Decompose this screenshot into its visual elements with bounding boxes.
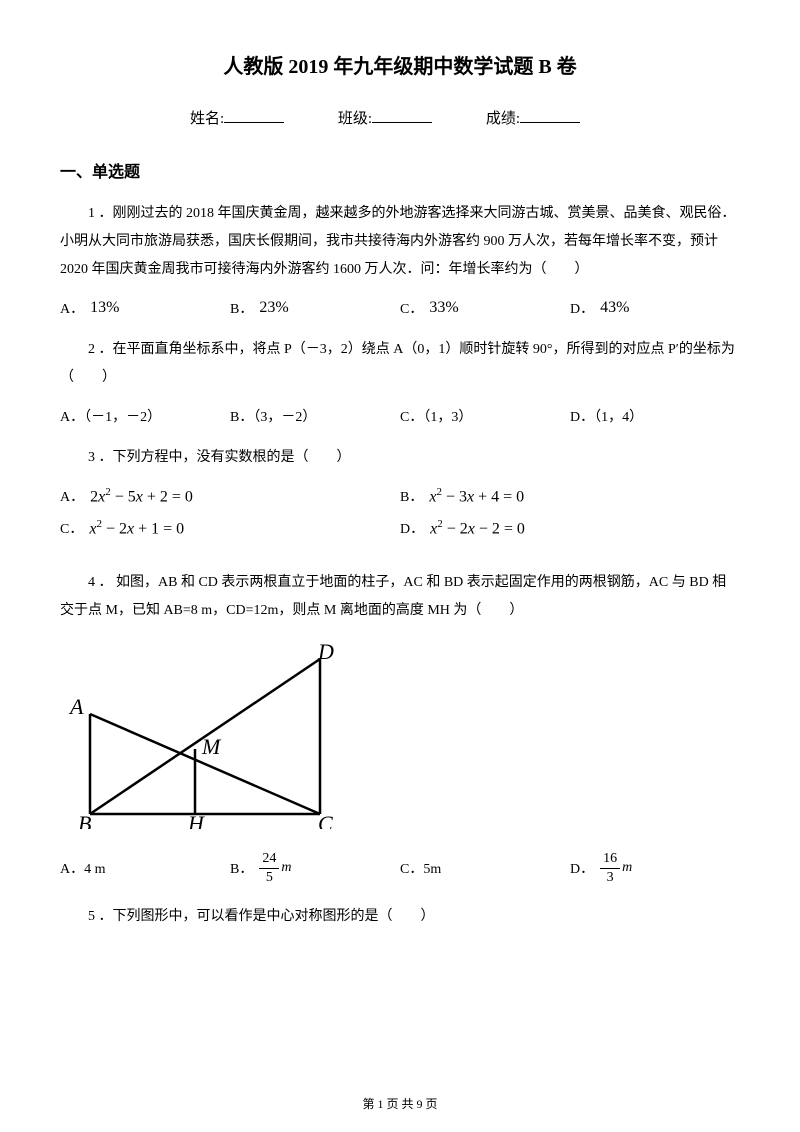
opt-prefix: D． — [570, 858, 594, 878]
opt-value: 33% — [429, 299, 458, 317]
q4-option-d: D． 163m — [570, 852, 740, 885]
unit-m: m — [281, 860, 291, 876]
q4-option-a: A．4 m — [60, 852, 230, 885]
q3-option-b: B． x2 − 3x + 4 = 0 — [400, 486, 740, 506]
opt-prefix: B． — [230, 858, 253, 878]
figure-label-h: H — [187, 811, 205, 829]
q1-option-c: C． 33% — [400, 298, 570, 318]
class-blank[interactable] — [372, 122, 432, 123]
q3-option-a: A． 2x2 − 5x + 2 = 0 — [60, 486, 400, 506]
section-1-title: 一、单选题 — [60, 158, 740, 182]
question-3-options: A． 2x2 − 5x + 2 = 0 B． x2 − 3x + 4 = 0 C． x… — [60, 486, 740, 551]
q1-option-a: A． 13% — [60, 298, 230, 318]
figure-label-c: C — [318, 811, 333, 829]
q4-option-b: B． 245m — [230, 852, 400, 885]
q3-option-d: D． x2 − 2x − 2 = 0 — [400, 518, 740, 538]
unit-m: m — [622, 860, 632, 876]
opt-prefix: A． — [60, 298, 84, 318]
opt-value: 13% — [90, 299, 119, 317]
opt-prefix: B． — [400, 486, 423, 506]
equation: x2 − 2x + 1 = 0 — [89, 518, 184, 538]
question-1-text: 1 ．刚刚过去的 2018 年国庆黄金周，越来越多的外地游客选择来大同游古城、赏… — [60, 200, 740, 284]
question-2-options: A．（－1，－2） B．（3，－2） C．（1，3） D．（1，4） — [60, 406, 740, 426]
class-label: 班级: — [338, 111, 372, 127]
question-4-text: 4 ． 如图，AB 和 CD 表示两根直立于地面的柱子，AC 和 BD 表示起固… — [60, 569, 740, 625]
q2-option-b: B．（3，－2） — [230, 406, 400, 426]
figure-label-b: B — [78, 811, 91, 829]
question-5-text: 5 ．下列图形中，可以看作是中心对称图形的是（ ） — [60, 903, 740, 931]
figure-label-d: D — [317, 639, 334, 664]
opt-value: 23% — [259, 299, 288, 317]
opt-prefix: B． — [230, 298, 253, 318]
opt-prefix: A． — [60, 486, 84, 506]
q2-option-c: C．（1，3） — [400, 406, 570, 426]
question-4-options: A．4 m B．245m C．5m D．163m — [60, 852, 740, 885]
opt-prefix: D． — [400, 518, 424, 538]
figure-label-m: M — [201, 734, 222, 759]
question-3-text: 3 ．下列方程中，没有实数根的是（ ） — [60, 444, 740, 472]
page-footer: 第 1 页 共 9 页 — [0, 1095, 800, 1112]
exam-title: 人教版 2019 年九年级期中数学试题 B 卷 — [60, 50, 740, 79]
equation: 2x2 − 5x + 2 = 0 — [90, 486, 193, 506]
fraction: 245 — [259, 852, 279, 885]
name-label: 姓名: — [190, 111, 224, 127]
question-1-options: A． 13% B． 23% C． 33% D． 43% — [60, 298, 740, 318]
q2-option-d: D．（1，4） — [570, 406, 740, 426]
q3-option-c: C． x2 − 2x + 1 = 0 — [60, 518, 400, 538]
score-blank[interactable] — [520, 122, 580, 123]
fraction: 163 — [600, 852, 620, 885]
opt-value: 43% — [600, 299, 629, 317]
equation: x2 − 2x − 2 = 0 — [430, 518, 525, 538]
figure-label-a: A — [68, 694, 84, 719]
opt-prefix: C． — [60, 518, 83, 538]
q1-option-b: B． 23% — [230, 298, 400, 318]
opt-prefix: D． — [570, 298, 594, 318]
student-info-line: 姓名: 班级: 成绩: — [60, 107, 740, 128]
name-blank[interactable] — [224, 122, 284, 123]
opt-prefix: C． — [400, 298, 423, 318]
q4-option-c: C．5m — [400, 852, 570, 885]
question-4-figure: A B C D M H — [60, 639, 740, 834]
equation: x2 − 3x + 4 = 0 — [429, 486, 524, 506]
question-2-text: 2 ．在平面直角坐标系中，将点 P（－3，2）绕点 A（0，1）顺时针旋转 90… — [60, 336, 740, 392]
q2-option-a: A．（－1，－2） — [60, 406, 230, 426]
score-label: 成绩: — [486, 111, 520, 127]
q1-option-d: D． 43% — [570, 298, 740, 318]
